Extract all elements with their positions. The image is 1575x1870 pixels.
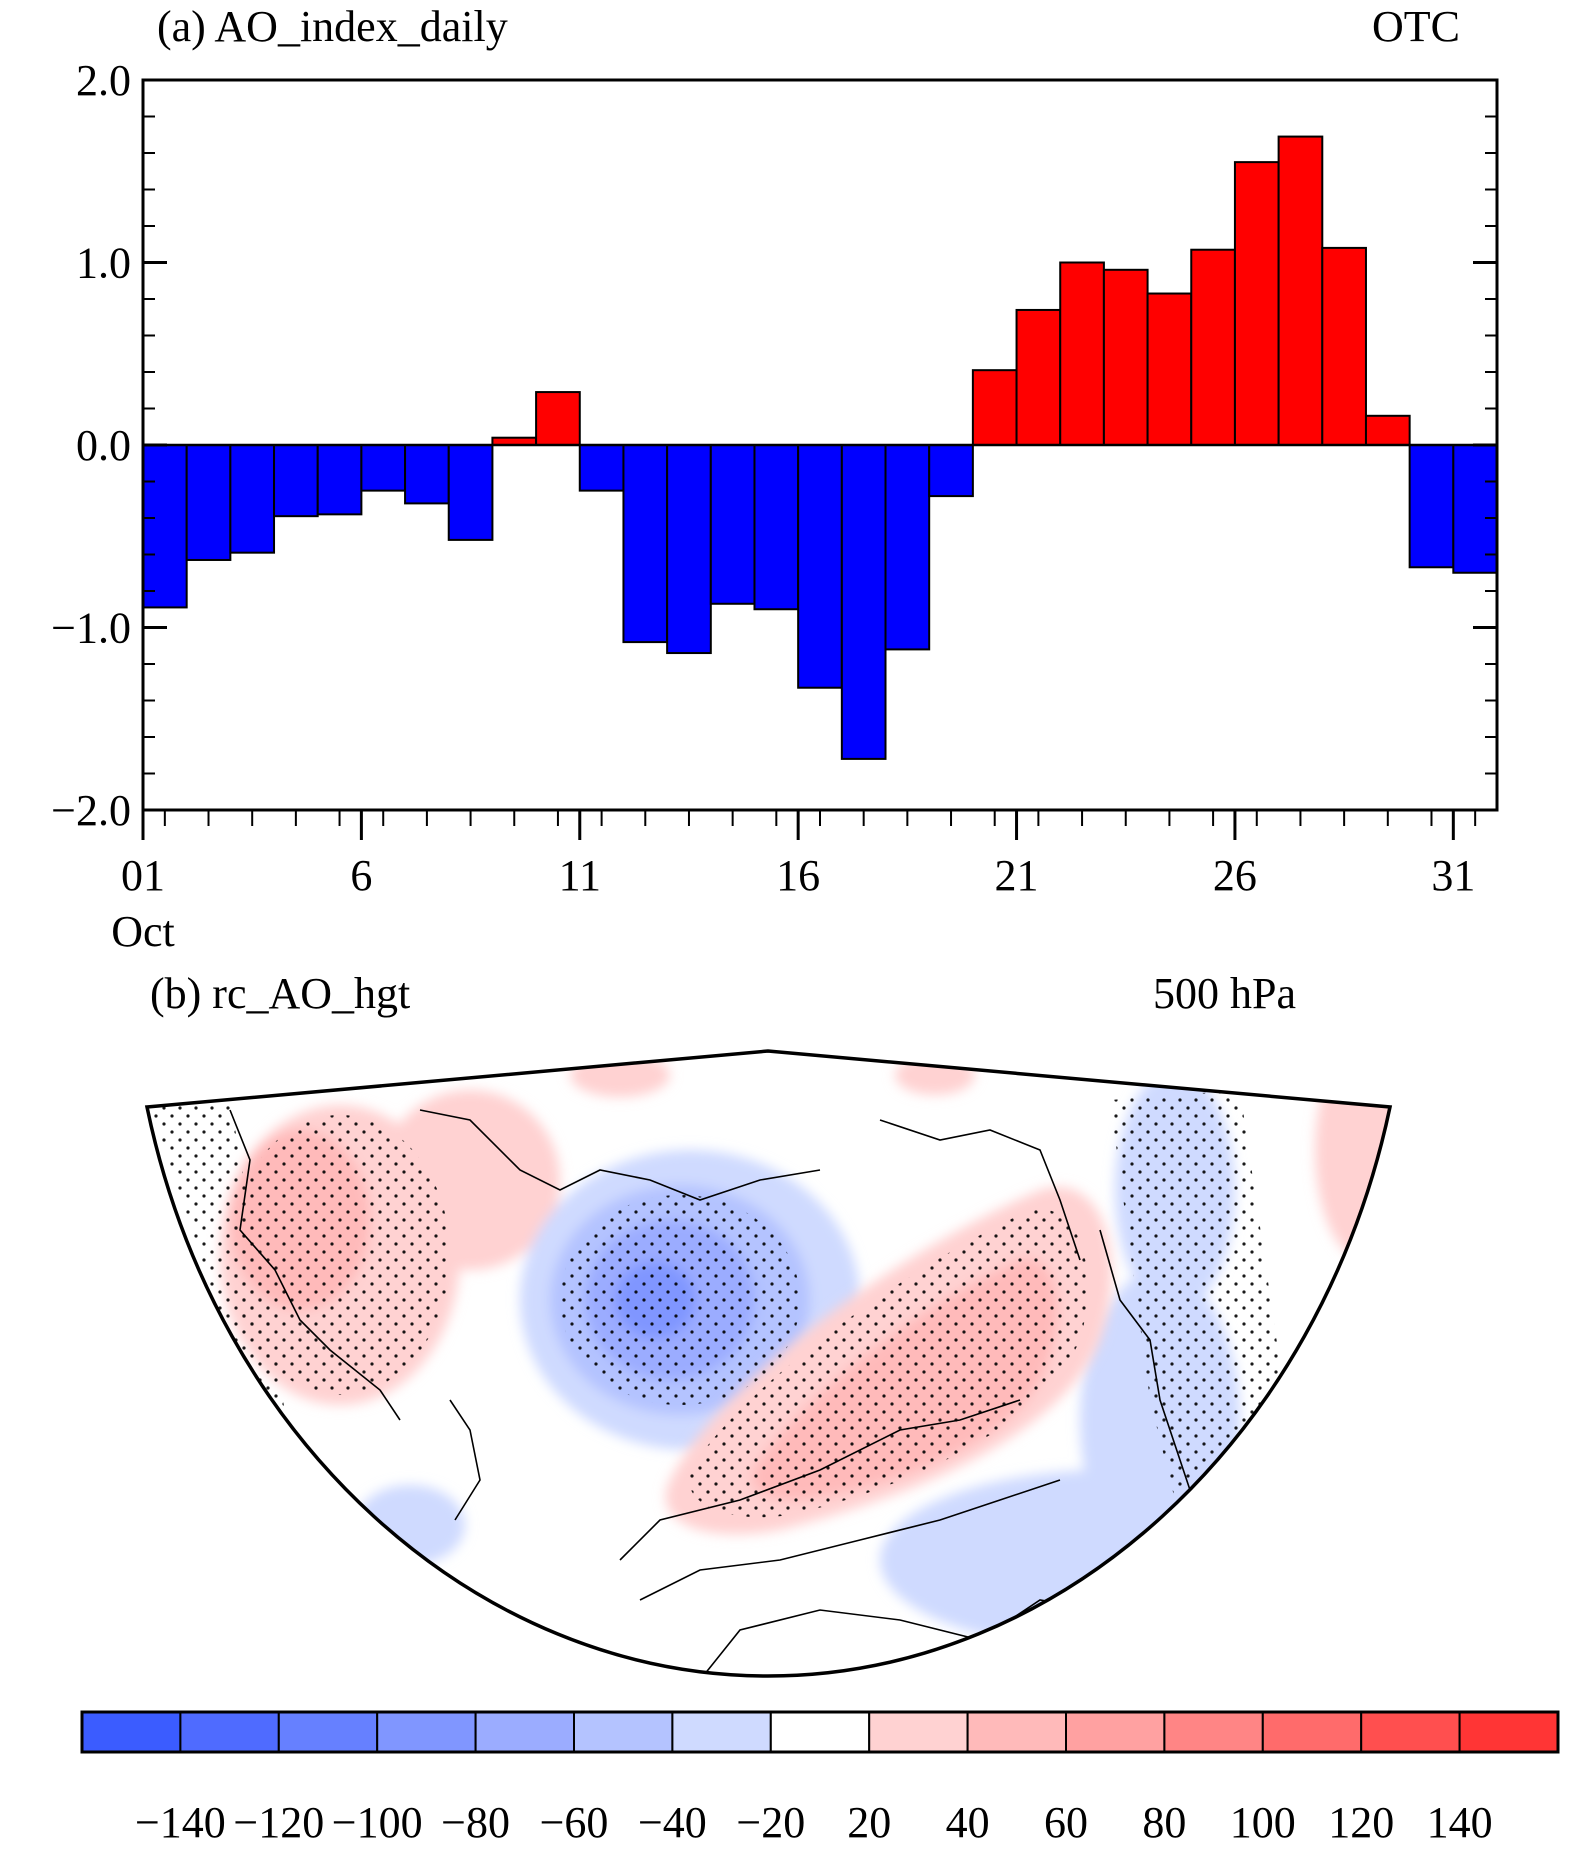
x-sublabel-month: Oct bbox=[111, 907, 175, 956]
x-tick-label: 11 bbox=[559, 851, 601, 900]
hgt-regression-map bbox=[144, 1049, 1393, 1678]
colorbar-swatch bbox=[671, 1711, 772, 1753]
colorbar-label: 40 bbox=[946, 1798, 990, 1847]
y-tick-label: −2.0 bbox=[51, 786, 131, 835]
colorbar-swatch bbox=[376, 1711, 477, 1753]
colorbar-swatch bbox=[474, 1711, 576, 1753]
ao-bar-28 bbox=[1321, 246, 1367, 446]
panel-a-right-label: OTC bbox=[1372, 2, 1460, 51]
colorbar-label: −40 bbox=[638, 1798, 707, 1847]
x-tick-label: 21 bbox=[995, 851, 1039, 900]
colorbar-label: 140 bbox=[1427, 1798, 1493, 1847]
y-tick-label: 0.0 bbox=[76, 421, 131, 470]
panel-a-title: (a) AO_index_daily bbox=[157, 2, 508, 51]
colorbar-label: 80 bbox=[1142, 1798, 1186, 1847]
ao-bar-16 bbox=[797, 444, 843, 689]
x-tick-label: 16 bbox=[776, 851, 820, 900]
ao-bar-12 bbox=[622, 444, 669, 644]
colorbar-swatch bbox=[277, 1711, 379, 1753]
ao-bar-29 bbox=[1364, 414, 1411, 446]
x-tick-label: 01 bbox=[121, 851, 165, 900]
colorbar-label: −120 bbox=[233, 1798, 324, 1847]
colorbar-swatch bbox=[179, 1711, 280, 1753]
ao-bar-18 bbox=[884, 444, 931, 651]
x-tick-label: 31 bbox=[1431, 851, 1475, 900]
colorbar-frame bbox=[80, 1710, 1560, 1754]
ao-bar-22 bbox=[1059, 261, 1105, 446]
ao-bar-24 bbox=[1146, 292, 1193, 446]
ao-bar-8 bbox=[447, 444, 494, 541]
colorbar-swatch bbox=[1458, 1711, 1559, 1753]
ao-index-bar-chart: −2.0 −1.0 0.0 1.0 2.0 01 6 11 16 21 26 31 Oct bbox=[51, 56, 1499, 956]
colorbar-swatch bbox=[868, 1711, 969, 1753]
ao-bar-6 bbox=[360, 444, 407, 492]
ao-bar-17 bbox=[840, 444, 887, 760]
ao-bar-19 bbox=[928, 444, 974, 498]
colorbar-label: −80 bbox=[441, 1798, 510, 1847]
ao-bar-5 bbox=[316, 444, 363, 516]
colorbar-label: 100 bbox=[1230, 1798, 1296, 1847]
colorbar-label: 60 bbox=[1044, 1798, 1088, 1847]
colorbar-swatch bbox=[1360, 1711, 1461, 1753]
x-tick-label: 6 bbox=[350, 851, 372, 900]
colorbar-label: −100 bbox=[332, 1798, 423, 1847]
colorbar-swatch bbox=[81, 1711, 182, 1753]
y-tick-label: 1.0 bbox=[76, 239, 131, 288]
ao-bar-15 bbox=[753, 444, 800, 611]
colorbar-swatch bbox=[966, 1711, 1067, 1753]
ao-bar-7 bbox=[404, 444, 450, 505]
y-tick-label: 2.0 bbox=[76, 56, 131, 105]
colorbar-swatch bbox=[573, 1711, 674, 1753]
ao-bar-13 bbox=[666, 444, 712, 655]
colorbar-label: −140 bbox=[135, 1798, 226, 1847]
colorbar-swatch bbox=[769, 1711, 871, 1753]
colorbar-label: 120 bbox=[1328, 1798, 1394, 1847]
colorbar-swatch bbox=[1261, 1711, 1363, 1753]
colorbar-label: 20 bbox=[847, 1798, 891, 1847]
x-tick-label: 26 bbox=[1213, 851, 1257, 900]
panel-b-right-label: 500 hPa bbox=[1153, 969, 1296, 1018]
panel-b-title: (b) rc_AO_hgt bbox=[150, 969, 411, 1018]
colorbar-swatch bbox=[1065, 1711, 1166, 1753]
colorbar-label: −60 bbox=[540, 1798, 609, 1847]
y-tick-label: −1.0 bbox=[51, 604, 131, 653]
colorbar-swatch bbox=[1163, 1711, 1264, 1753]
ao-bar-31 bbox=[1452, 444, 1499, 574]
ao-bar-26 bbox=[1233, 161, 1280, 446]
map-sector-outline bbox=[144, 1049, 1393, 1678]
colorbar-label: −20 bbox=[736, 1798, 805, 1847]
